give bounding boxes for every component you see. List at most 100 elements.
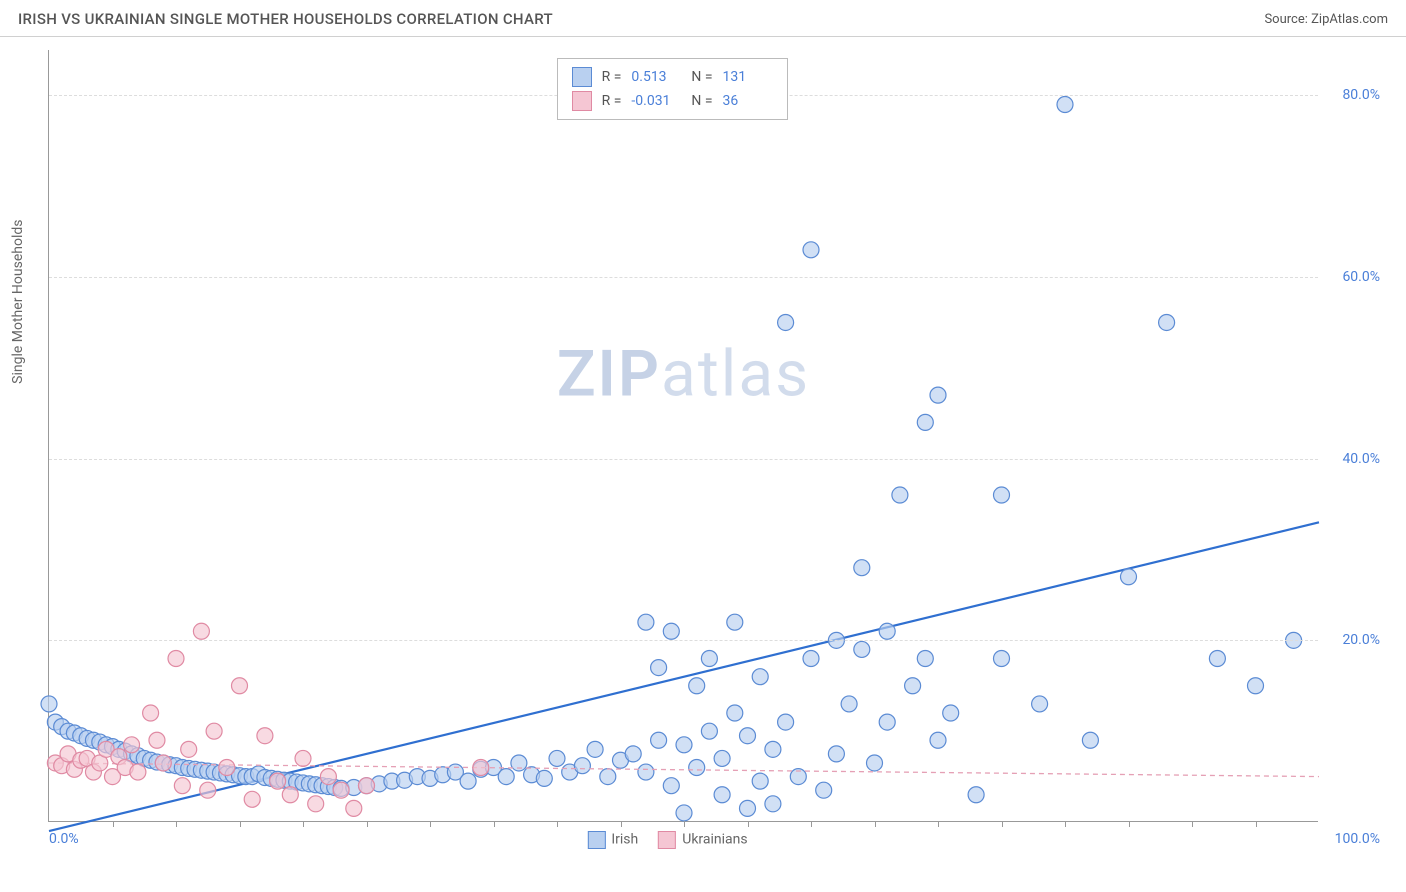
data-point [727,705,743,721]
data-point [651,732,667,748]
data-point [1032,696,1048,712]
data-point [879,623,895,639]
y-tick-label: 20.0% [1342,632,1380,648]
data-point [498,769,514,785]
data-point [143,705,159,721]
data-point [193,623,209,639]
x-tick [938,821,939,827]
chart-area: Single Mother Households ZIPatlas 20.0%4… [48,50,1388,865]
x-tick [176,821,177,827]
data-point [295,750,311,766]
legend-bottom: Irish Ukrainians [587,831,747,849]
r-label: R = [602,69,622,85]
n-value: 36 [723,93,773,109]
data-point [943,705,959,721]
x-tick [1002,821,1003,827]
data-point [968,787,984,803]
n-value: 131 [723,69,773,85]
data-point [308,796,324,812]
data-point [206,723,222,739]
data-point [282,787,298,803]
data-point [149,732,165,748]
r-value: 0.513 [631,69,681,85]
data-point [676,737,692,753]
data-point [600,769,616,785]
legend-swatch [587,831,605,849]
x-tick [113,821,114,827]
data-point [638,614,654,630]
data-point [1057,96,1073,112]
data-point [930,387,946,403]
stats-row: R = 0.513 N = 131 [572,65,773,89]
data-point [930,732,946,748]
n-label: N = [691,93,712,109]
source-credit: Source: ZipAtlas.com [1264,12,1388,27]
data-point [676,805,692,821]
data-point [867,755,883,771]
data-point [473,760,489,776]
data-point [174,778,190,794]
x-tick [1065,821,1066,827]
r-value: -0.031 [631,93,681,109]
x-tick [557,821,558,827]
data-point [778,314,794,330]
data-point [740,800,756,816]
x-tick [1192,821,1193,827]
y-tick-label: 40.0% [1342,451,1380,467]
r-label: R = [602,93,622,109]
n-label: N = [691,69,712,85]
data-point [994,487,1010,503]
data-point [803,651,819,667]
legend-item: Ukrainians [658,831,747,849]
stats-row: R = -0.031 N = 36 [572,89,773,113]
grid-line [49,640,1318,641]
x-tick [494,821,495,827]
data-point [714,750,730,766]
data-point [892,487,908,503]
legend-item: Irish [587,831,638,849]
data-point [663,778,679,794]
x-tick [811,821,812,827]
data-point [638,764,654,780]
data-point [765,741,781,757]
source-link[interactable]: ZipAtlas.com [1311,12,1388,27]
data-point [168,651,184,667]
data-point [549,750,565,766]
data-point [257,728,273,744]
data-point [587,741,603,757]
x-tick [1129,821,1130,827]
x-tick [367,821,368,827]
data-point [879,714,895,730]
x-tick [303,821,304,827]
data-point [219,760,235,776]
legend-label: Ukrainians [682,832,747,848]
data-point [460,773,476,789]
data-point [765,796,781,812]
data-point [1209,651,1225,667]
data-point [155,755,171,771]
data-point [752,669,768,685]
data-point [346,800,362,816]
stats-swatch [572,91,592,111]
data-point [803,242,819,258]
data-point [270,773,286,789]
plot-region: ZIPatlas 20.0%40.0%60.0%80.0%0.0%100.0%I… [48,50,1318,822]
data-point [689,760,705,776]
data-point [714,787,730,803]
x-tick [875,821,876,827]
chart-title: IRISH VS UKRAINIAN SINGLE MOTHER HOUSEHO… [18,10,553,28]
data-point [651,660,667,676]
scatter-svg [49,50,1319,822]
data-point [200,782,216,798]
data-point [232,678,248,694]
x-tick [684,821,685,827]
grid-line [49,277,1318,278]
data-point [727,614,743,630]
x-tick [430,821,431,827]
data-point [181,741,197,757]
data-point [854,641,870,657]
data-point [841,696,857,712]
x-axis-min-label: 0.0% [49,831,79,847]
x-tick [1256,821,1257,827]
y-tick-label: 60.0% [1342,269,1380,285]
